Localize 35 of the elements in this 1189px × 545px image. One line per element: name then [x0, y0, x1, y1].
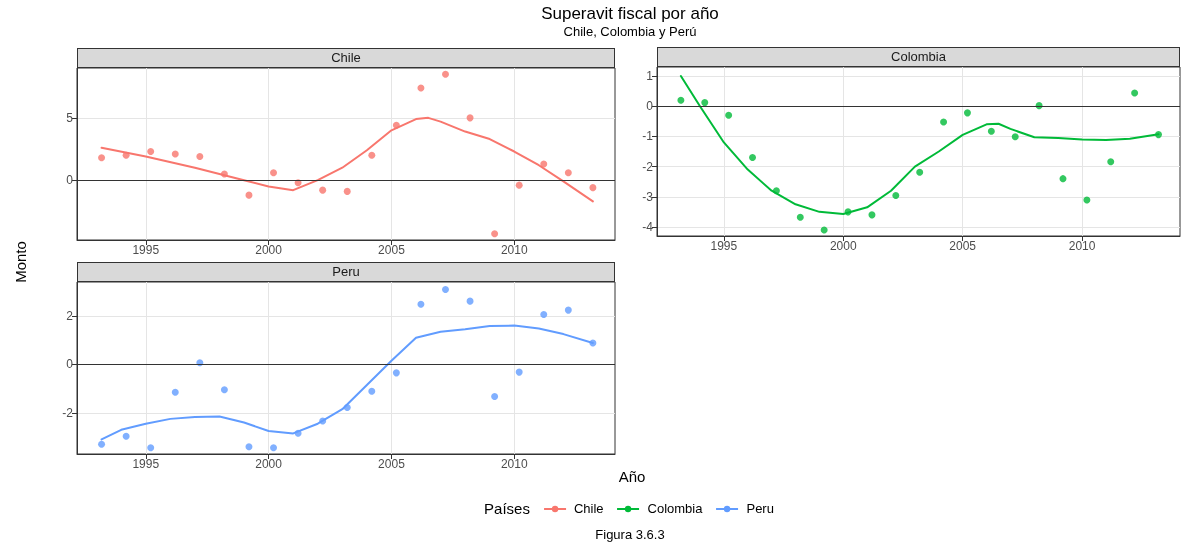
legend-title: Países	[484, 500, 530, 517]
y-tick-label: 0	[66, 173, 74, 188]
y-tick-label: 0	[66, 357, 74, 372]
chart-title: Superavit fiscal por año	[541, 4, 719, 24]
legend-label: Colombia	[647, 501, 703, 516]
y-tick-label: -4	[642, 219, 654, 234]
y-tick-label: -3	[642, 189, 654, 204]
text: Chile	[331, 50, 361, 65]
x-tick-label: 2005	[378, 457, 406, 471]
text: Colombia	[891, 49, 946, 64]
y-tick-label: 0	[646, 99, 654, 114]
x-tick-label: 1995	[132, 457, 160, 471]
y-tick-label: -1	[642, 129, 654, 144]
y-tick-label: 2	[66, 308, 74, 323]
x-axis-title: Año	[618, 468, 646, 485]
chart-subtitle: Chile, Colombia y Perú	[563, 24, 697, 39]
y-tick-label: 1	[646, 69, 654, 84]
text: Peru	[332, 264, 360, 279]
x-tick-label: 2005	[949, 239, 977, 253]
y-tick-label: 5	[66, 110, 74, 125]
legend-label: Peru	[746, 501, 774, 516]
x-tick-label: 2000	[829, 239, 857, 253]
y-tick-label: -2	[62, 405, 74, 420]
x-tick-label: 2010	[500, 457, 528, 471]
x-tick-label: 2000	[255, 243, 283, 257]
x-tick-label: 2010	[1068, 239, 1096, 253]
x-tick-label: 1995	[132, 243, 160, 257]
x-tick-label: 2005	[378, 243, 406, 257]
y-axis-title: Monto	[11, 241, 29, 283]
x-tick-label: 2010	[500, 243, 528, 257]
legend-label: Chile	[573, 501, 604, 516]
x-tick-label: 2000	[255, 457, 283, 471]
text: Figura 3.6.3	[595, 527, 665, 542]
x-tick-label: 1995	[710, 239, 738, 253]
y-tick-label: -2	[642, 159, 654, 174]
